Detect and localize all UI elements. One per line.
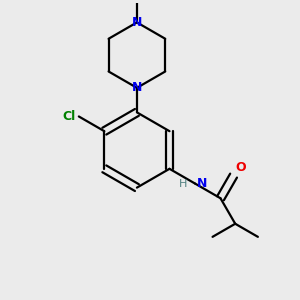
Text: H: H <box>178 178 187 188</box>
Text: N: N <box>196 177 207 190</box>
Text: Cl: Cl <box>62 110 76 123</box>
Text: N: N <box>132 16 142 29</box>
Text: O: O <box>235 161 246 174</box>
Text: N: N <box>132 81 142 94</box>
